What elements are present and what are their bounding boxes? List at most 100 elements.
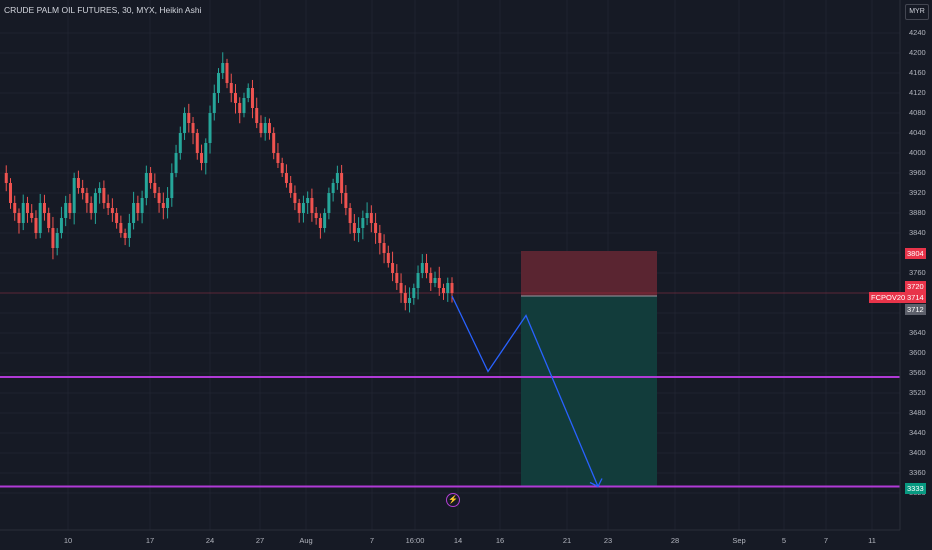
stop-loss-zone[interactable] — [521, 251, 657, 296]
candle — [446, 283, 450, 293]
candle — [76, 178, 80, 188]
candle — [119, 223, 123, 233]
candle — [161, 203, 165, 208]
candle — [263, 123, 267, 133]
candle — [242, 98, 246, 113]
time-tick: 7 — [823, 536, 829, 545]
currency-button[interactable]: MYR — [905, 4, 929, 20]
candle — [314, 213, 318, 218]
candle — [246, 88, 250, 98]
time-tick: 27 — [255, 536, 265, 545]
candle — [132, 203, 136, 223]
candle — [250, 88, 254, 108]
candle — [403, 293, 407, 303]
candle — [183, 113, 187, 133]
candle — [386, 253, 390, 263]
candle — [408, 298, 412, 303]
price-tick: 4080 — [909, 108, 926, 117]
candle — [289, 183, 293, 193]
price-tick: 3960 — [909, 168, 926, 177]
candle — [127, 223, 131, 238]
price-tick: 3360 — [909, 468, 926, 477]
candle — [144, 173, 148, 198]
price-line-label: 3720 — [905, 281, 926, 292]
candle — [191, 123, 195, 133]
candle — [335, 173, 339, 183]
time-tick: 17 — [145, 536, 155, 545]
candlestick-series — [4, 52, 454, 313]
time-tick: 5 — [781, 536, 787, 545]
candle — [442, 288, 446, 293]
take-profit-zone[interactable] — [521, 296, 657, 487]
candle — [323, 213, 327, 228]
candle — [38, 203, 42, 233]
position-zones — [521, 251, 657, 487]
candle — [153, 183, 157, 193]
candle — [34, 218, 38, 233]
candle — [4, 173, 8, 183]
horizontal-lines — [0, 376, 900, 488]
candle — [361, 218, 365, 228]
candle — [68, 203, 72, 213]
candle — [17, 213, 21, 223]
candle — [272, 133, 276, 153]
candle — [391, 263, 395, 273]
candle — [395, 273, 399, 283]
candle — [365, 213, 369, 218]
candle — [195, 133, 199, 153]
candle — [420, 263, 424, 273]
candle — [369, 213, 373, 223]
projection-arrowhead — [589, 478, 603, 488]
candle — [280, 163, 284, 173]
price-tick: 4160 — [909, 68, 926, 77]
candle — [136, 203, 140, 213]
candle — [429, 273, 433, 283]
symbol-title[interactable]: CRUDE PALM OIL FUTURES, 30, MYX, Heikin … — [4, 5, 202, 15]
candle — [170, 173, 174, 198]
candle — [25, 203, 29, 213]
projection-arrow[interactable] — [451, 295, 599, 487]
candle — [64, 203, 68, 218]
price-tick: 4040 — [909, 128, 926, 137]
candle — [178, 133, 182, 153]
candle — [306, 198, 310, 203]
bottom-price-label: 3712 — [905, 304, 926, 315]
candle — [297, 203, 301, 213]
price-tick: 3600 — [909, 348, 926, 357]
candle — [378, 233, 382, 243]
candle — [416, 273, 420, 288]
candle — [187, 113, 191, 123]
candle — [166, 198, 170, 208]
candle — [47, 213, 51, 228]
candle — [344, 193, 348, 208]
candle — [110, 208, 114, 213]
symbol-label: FCPOV2023 — [869, 292, 916, 303]
chart-grid — [0, 0, 900, 530]
candle — [157, 193, 161, 203]
lightning-icon[interactable]: ⚡ — [446, 493, 460, 507]
price-tick: 3640 — [909, 328, 926, 337]
candle — [93, 193, 97, 213]
candle — [267, 123, 271, 133]
time-tick: 16 — [495, 536, 505, 545]
price-tick: 3400 — [909, 448, 926, 457]
candle — [212, 93, 216, 113]
candle — [208, 113, 212, 143]
price-tick: 4200 — [909, 48, 926, 57]
candle — [98, 188, 102, 193]
time-tick: 24 — [205, 536, 215, 545]
candle — [81, 188, 85, 193]
candle — [221, 63, 225, 73]
price-tick: 4120 — [909, 88, 926, 97]
time-tick: 21 — [562, 536, 572, 545]
candle — [374, 223, 378, 233]
candle — [382, 243, 386, 253]
time-tick: 16:00 — [405, 536, 425, 545]
candle — [200, 153, 204, 163]
candle — [217, 73, 221, 93]
candle — [85, 193, 89, 203]
candle — [42, 203, 46, 213]
candle — [357, 228, 361, 233]
candle — [51, 228, 55, 248]
